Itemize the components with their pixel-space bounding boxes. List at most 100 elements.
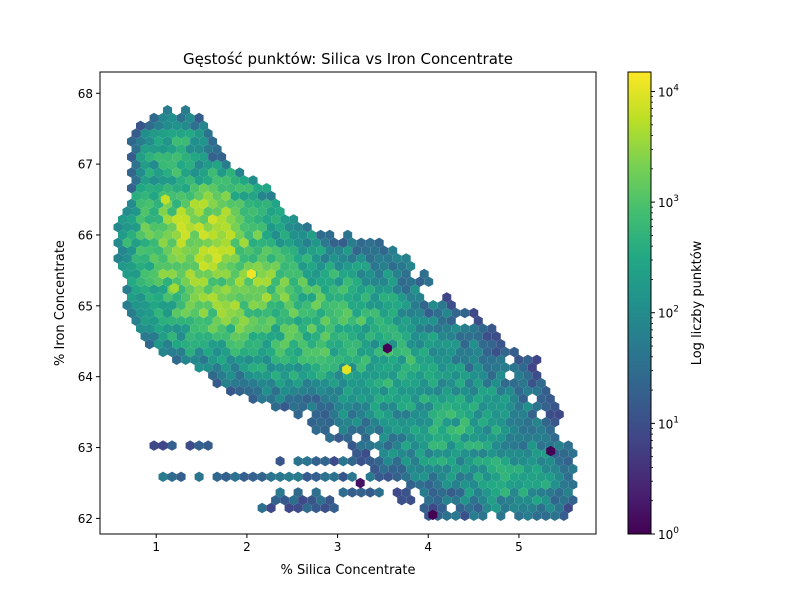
hexbin-cell: [293, 237, 303, 248]
y-tick-label: 66: [78, 228, 93, 242]
hexbin-cell: [527, 440, 537, 451]
hexbin-cell: [334, 339, 344, 350]
hexbin-cell: [424, 385, 434, 397]
hexbin-cell: [437, 502, 447, 514]
hexbin-cell: [145, 136, 154, 147]
hexbin-cell: [203, 300, 213, 311]
hexbin-cell: [550, 417, 560, 428]
hexbin-cell: [248, 393, 258, 404]
hexbin-cell: [410, 315, 420, 326]
hexbin-cell: [545, 502, 555, 514]
hexbin-cell: [383, 378, 393, 389]
hexbin-cell: [266, 268, 276, 280]
hexbin-cell: [325, 385, 335, 397]
hexbin-cell: [257, 300, 267, 311]
hexbin-cell: [172, 245, 182, 256]
hexbin-cell: [365, 424, 375, 436]
hexbin-cell: [397, 417, 407, 428]
hexbin-cell: [496, 463, 506, 475]
hexbin-cell: [307, 307, 317, 319]
hexbin-cell: [176, 190, 186, 202]
hexbin-cell: [226, 292, 236, 303]
hexbin-cell: [257, 284, 267, 295]
hexbin-cell: [230, 206, 240, 217]
hexbin-cell: [532, 401, 542, 412]
hexbin-cell: [136, 198, 145, 209]
hexbin-cell: [217, 323, 227, 334]
hexbin-cell: [406, 385, 416, 397]
hexbin-cell: [212, 300, 222, 311]
hexbin-cell: [410, 362, 420, 373]
hexbin-cell: [266, 237, 276, 248]
hexbin-cell: [127, 292, 136, 303]
hexbin-cell: [374, 378, 384, 389]
hexbin-cell: [401, 284, 411, 295]
hexbin-cell: [545, 409, 555, 420]
hexbin-cell: [460, 417, 470, 428]
hexbin-cell: [437, 487, 447, 498]
hexbin-cell: [203, 237, 213, 248]
hexbin-cell: [127, 183, 136, 194]
hexbin-cell: [230, 362, 240, 373]
hexbin-cell: [442, 448, 452, 459]
hexbin-cell: [194, 268, 204, 280]
hexbin-cell: [446, 456, 456, 467]
hexbin-cell: [370, 463, 380, 475]
hexbin-cell: [221, 284, 231, 295]
hexbin-cell: [392, 471, 402, 482]
hexbin-cell: [158, 284, 168, 295]
hexbin-cell: [379, 463, 389, 475]
hexbin-cell: [397, 432, 407, 443]
hexbin-cell: [257, 502, 267, 514]
hexbin-cell: [383, 362, 393, 373]
hexbin-cell: [149, 144, 159, 155]
hexbin-cell: [145, 198, 154, 209]
hexbin-cell: [244, 229, 254, 241]
hexbin-cell: [203, 175, 213, 186]
hexbin-cell: [410, 456, 420, 467]
hexbin-cell: [194, 237, 204, 248]
hexbin-cell: [460, 479, 470, 490]
hexbin-cell: [230, 190, 240, 202]
hexbin-cell: [154, 292, 163, 303]
hexbin-cell: [203, 331, 213, 342]
hexbin-cell: [248, 284, 258, 295]
hexbin-cell: [379, 370, 389, 381]
hexbin-cell: [347, 300, 357, 311]
hexbin-cell: [221, 346, 231, 358]
hexbin-cell: [505, 432, 515, 443]
hexbin-cell: [203, 346, 213, 358]
hexbin-cell: [374, 315, 384, 326]
hexbin-cell: [428, 440, 438, 451]
hexbin-cell: [199, 307, 209, 319]
hexbin-cell: [289, 214, 299, 225]
hexbin-cell: [140, 268, 150, 280]
hexbin-cell: [320, 331, 330, 342]
hexbin-cell: [361, 385, 371, 397]
hexbin-cell: [442, 417, 452, 428]
hexbin-cell: [244, 385, 254, 397]
hexbin-cell: [194, 300, 204, 311]
hexbin-cell: [302, 253, 312, 264]
hexbin-cell: [271, 323, 281, 334]
hexbin-cell: [554, 487, 564, 498]
hexbin-cell: [221, 206, 231, 217]
hexbin-cell: [167, 346, 177, 358]
hexbin-cell: [406, 448, 416, 459]
hexbin-cell: [194, 346, 204, 358]
hexbin-cell: [149, 159, 159, 170]
hexbin-cell: [208, 198, 218, 209]
hexbin-cell: [163, 136, 173, 147]
hexbin-cell: [509, 409, 519, 420]
hexbin-cell: [208, 261, 218, 272]
hexbin-cell: [190, 245, 200, 256]
hexbin-cell: [509, 456, 519, 467]
hexbin-cell: [455, 440, 465, 451]
hexbin-cell: [392, 315, 402, 326]
hexbin-cell: [491, 502, 501, 514]
hexbin-cell: [149, 253, 159, 264]
hexbin-cell: [307, 245, 317, 256]
hexbin-cell: [329, 502, 339, 514]
hexbin-cell: [388, 370, 398, 381]
hexbin-cell: [275, 393, 285, 404]
